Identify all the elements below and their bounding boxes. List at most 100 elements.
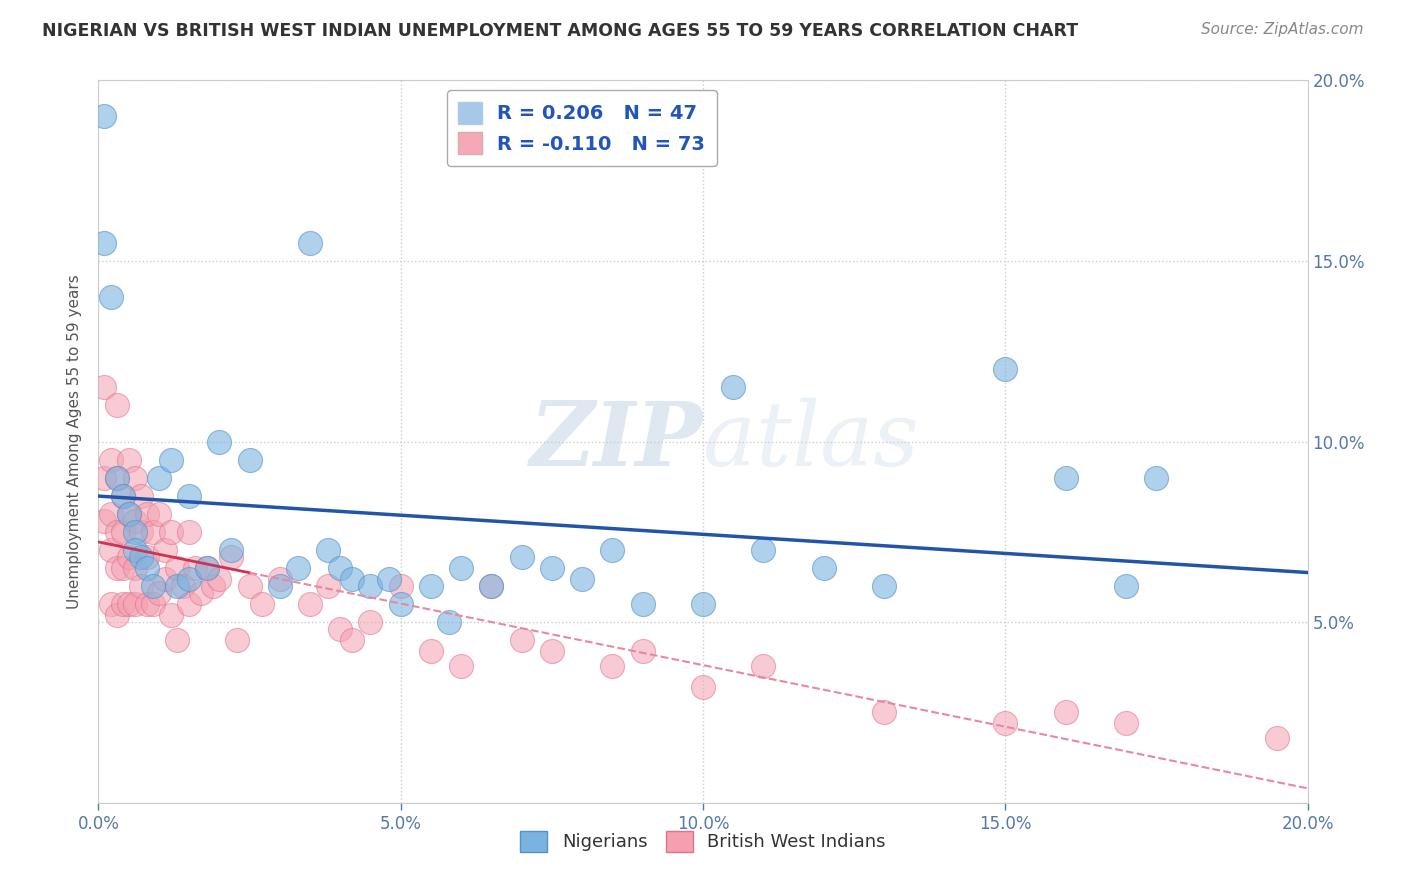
Point — [287, 561, 309, 575]
Text: Source: ZipAtlas.com: Source: ZipAtlas.com — [1201, 22, 1364, 37]
Point — [994, 716, 1017, 731]
Point — [202, 579, 225, 593]
Point — [172, 579, 194, 593]
Point — [129, 524, 152, 539]
Point — [1054, 471, 1077, 485]
Point — [93, 471, 115, 485]
Point — [873, 579, 896, 593]
Point — [329, 561, 352, 575]
Point — [873, 706, 896, 720]
Y-axis label: Unemployment Among Ages 55 to 59 years: Unemployment Among Ages 55 to 59 years — [67, 274, 83, 609]
Point — [93, 380, 115, 394]
Point — [100, 507, 122, 521]
Point — [342, 572, 364, 586]
Point — [510, 550, 533, 565]
Point — [316, 542, 339, 557]
Point — [195, 561, 218, 575]
Point — [93, 109, 115, 123]
Point — [124, 524, 146, 539]
Text: atlas: atlas — [703, 398, 918, 485]
Point — [179, 572, 201, 586]
Point — [93, 514, 115, 528]
Point — [124, 561, 146, 575]
Point — [250, 597, 273, 611]
Point — [124, 471, 146, 485]
Point — [208, 434, 231, 449]
Point — [100, 290, 122, 304]
Point — [602, 658, 624, 673]
Point — [118, 507, 141, 521]
Point — [111, 489, 134, 503]
Point — [342, 633, 364, 648]
Point — [148, 586, 170, 600]
Point — [100, 542, 122, 557]
Point — [105, 471, 128, 485]
Point — [179, 597, 201, 611]
Point — [1267, 731, 1289, 745]
Point — [142, 597, 165, 611]
Point — [631, 644, 654, 658]
Point — [118, 550, 141, 565]
Point — [129, 579, 152, 593]
Point — [100, 597, 122, 611]
Point — [540, 644, 562, 658]
Point — [160, 607, 183, 622]
Point — [752, 658, 775, 673]
Point — [179, 524, 201, 539]
Legend: Nigerians, British West Indians: Nigerians, British West Indians — [513, 823, 893, 859]
Point — [166, 579, 188, 593]
Point — [129, 550, 152, 565]
Point — [377, 572, 399, 586]
Point — [602, 542, 624, 557]
Point — [166, 561, 188, 575]
Point — [142, 579, 165, 593]
Point — [360, 615, 382, 630]
Point — [124, 597, 146, 611]
Point — [166, 633, 188, 648]
Point — [184, 561, 207, 575]
Point — [571, 572, 593, 586]
Point — [481, 579, 503, 593]
Point — [118, 507, 141, 521]
Point — [160, 524, 183, 539]
Point — [100, 452, 122, 467]
Point — [111, 561, 134, 575]
Point — [111, 489, 134, 503]
Point — [752, 542, 775, 557]
Text: ZIP: ZIP — [530, 399, 703, 484]
Point — [226, 633, 249, 648]
Point — [1115, 716, 1137, 731]
Point — [510, 633, 533, 648]
Point — [1115, 579, 1137, 593]
Point — [153, 572, 176, 586]
Point — [420, 644, 443, 658]
Point — [1054, 706, 1077, 720]
Text: NIGERIAN VS BRITISH WEST INDIAN UNEMPLOYMENT AMONG AGES 55 TO 59 YEARS CORRELATI: NIGERIAN VS BRITISH WEST INDIAN UNEMPLOY… — [42, 22, 1078, 40]
Point — [135, 561, 157, 575]
Point — [692, 597, 714, 611]
Point — [190, 586, 212, 600]
Point — [148, 507, 170, 521]
Point — [105, 471, 128, 485]
Point — [299, 235, 322, 250]
Point — [129, 489, 152, 503]
Point — [813, 561, 835, 575]
Point — [135, 550, 157, 565]
Point — [142, 524, 165, 539]
Point — [994, 362, 1017, 376]
Point — [135, 507, 157, 521]
Point — [118, 452, 141, 467]
Point — [360, 579, 382, 593]
Point — [269, 579, 291, 593]
Point — [93, 235, 115, 250]
Point — [1144, 471, 1167, 485]
Point — [299, 597, 322, 611]
Point — [450, 561, 472, 575]
Point — [437, 615, 460, 630]
Point — [316, 579, 339, 593]
Point — [124, 514, 146, 528]
Point — [269, 572, 291, 586]
Point — [111, 524, 134, 539]
Point — [135, 597, 157, 611]
Point — [221, 542, 243, 557]
